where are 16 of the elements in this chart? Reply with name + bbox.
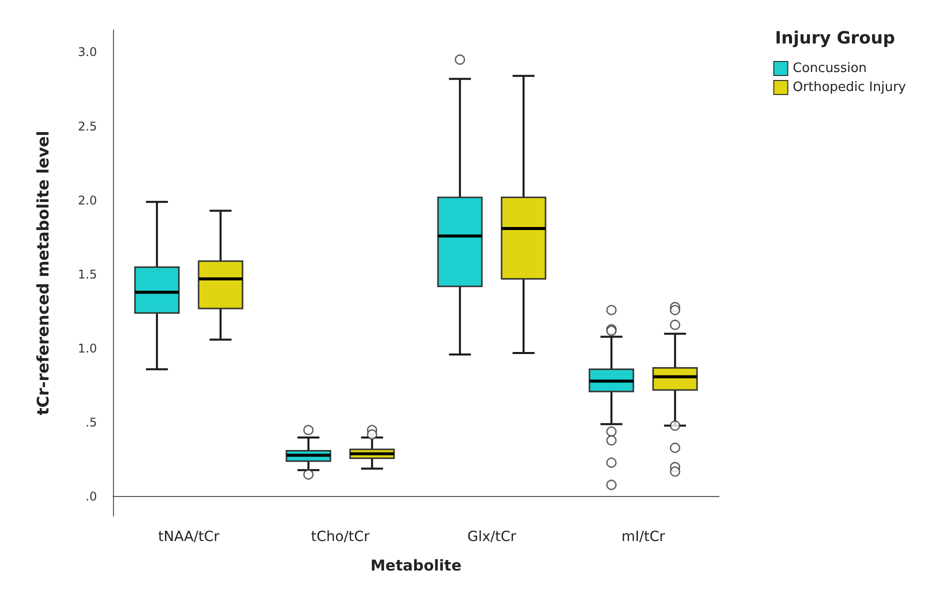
legend-label: Orthopedic Injury xyxy=(792,80,906,95)
y-tick-label: .0 xyxy=(86,490,97,504)
y-tick-label: 1.5 xyxy=(78,267,97,282)
legend-title: Injury Group xyxy=(774,28,895,48)
y-tick-label: .5 xyxy=(86,416,97,430)
x-tick-label: tNAA/tCr xyxy=(158,529,220,545)
y-tick-label: 2.5 xyxy=(78,119,97,134)
y-tick-label: 1.0 xyxy=(78,342,97,356)
y-tick-label: 3.0 xyxy=(78,45,97,60)
x-tick-label: tCho/tCr xyxy=(311,529,370,545)
x-tick-label: Glx/tCr xyxy=(467,529,516,545)
legend-label: Concussion xyxy=(792,61,867,76)
x-axis-title: Metabolite xyxy=(370,556,462,574)
y-axis-title: tCr-referenced metabolite level xyxy=(34,130,52,416)
x-tick-label: mI/tCr xyxy=(621,529,666,545)
y-tick-label: 2.0 xyxy=(78,193,97,208)
